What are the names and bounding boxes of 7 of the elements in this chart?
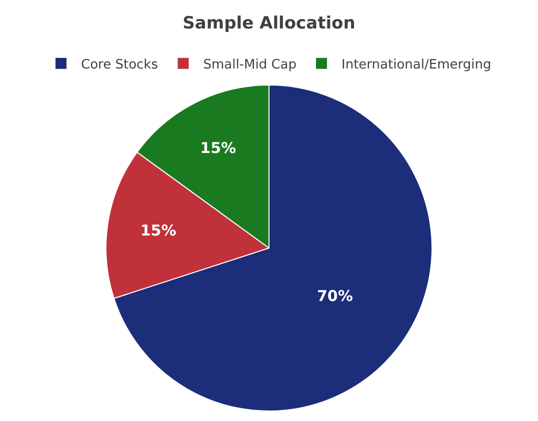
- legend-label: Small-Mid Cap: [203, 58, 297, 72]
- data-label: 70%: [316, 286, 353, 305]
- legend-label: International/Emerging: [342, 58, 492, 72]
- chart-title: Sample Allocation: [182, 14, 356, 34]
- data-label: 15%: [200, 139, 236, 158]
- legend-label: Core Stocks: [81, 58, 158, 72]
- data-label: 15%: [140, 221, 176, 240]
